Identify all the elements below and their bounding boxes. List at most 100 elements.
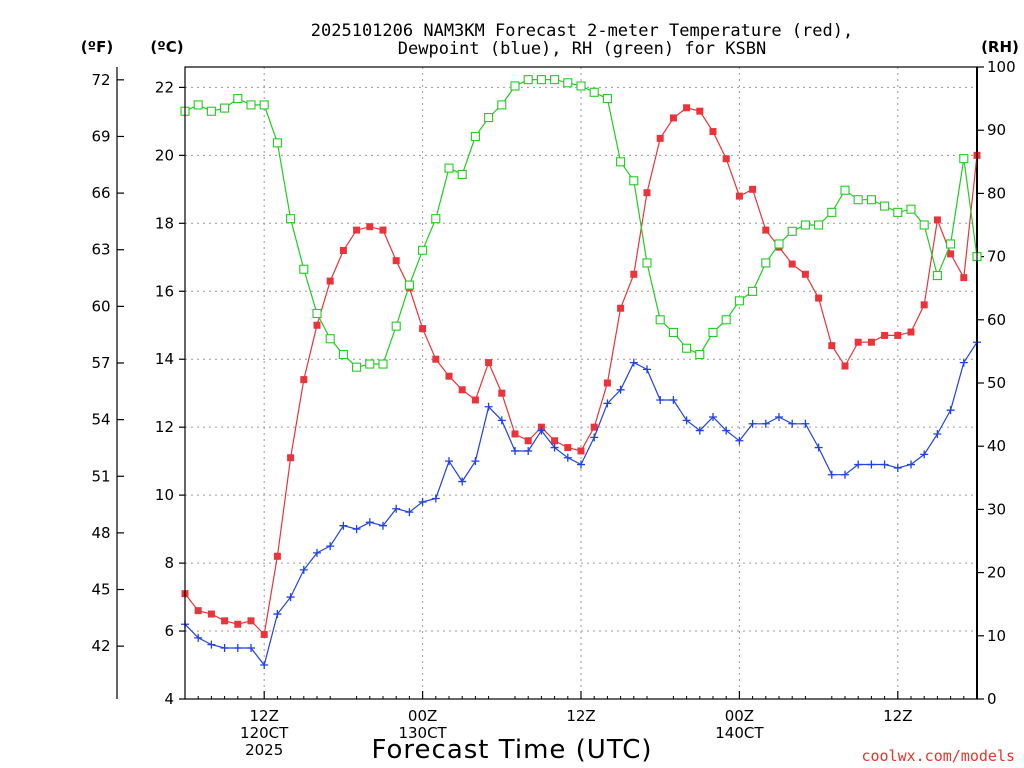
temperature-point <box>669 114 677 122</box>
temperature-point <box>762 226 770 234</box>
x-tick-label: 12Z <box>250 707 279 725</box>
rh-series <box>180 75 982 372</box>
dewpoint-point <box>326 542 335 551</box>
dewpoint-point <box>471 457 480 466</box>
dewpoint-point <box>286 593 295 602</box>
celsius-tick-label: 20 <box>155 146 174 164</box>
x-tick-label: 130CT <box>398 724 447 742</box>
data-series <box>180 75 982 670</box>
dewpoint-point <box>775 412 783 421</box>
temperature-point <box>854 338 862 346</box>
celsius-tick-label: 12 <box>155 418 174 436</box>
dewpoint-point <box>339 521 348 530</box>
fahrenheit-tick-label: 54 <box>91 411 110 429</box>
temperature-point <box>207 610 215 618</box>
fahrenheit-tick-label: 51 <box>91 467 110 485</box>
rh-tick-label: 70 <box>987 248 1006 266</box>
rh-point <box>523 75 533 85</box>
dewpoint-point <box>946 406 955 415</box>
dewpoint-point <box>577 460 585 469</box>
rh-point <box>761 258 771 268</box>
celsius-tick-label: 22 <box>155 78 174 96</box>
rh-point <box>840 185 850 195</box>
rh-point <box>787 226 797 236</box>
temperature-point <box>603 379 611 387</box>
temperature-point <box>564 444 572 452</box>
rh-point <box>457 169 467 179</box>
temperature-point <box>273 552 281 560</box>
dewpoint-point <box>590 433 599 442</box>
dewpoint-point <box>379 521 387 530</box>
dewpoint-point <box>207 640 216 649</box>
dewpoint-point <box>801 419 810 428</box>
rh-tick-label: 20 <box>987 564 1006 582</box>
temperature-point <box>445 372 453 380</box>
chart-title-line-2: Dewpoint (blue), RH (green) for KSBN <box>398 39 766 59</box>
rh-point <box>748 286 758 296</box>
dewpoint-point <box>260 661 269 670</box>
temperature-point <box>841 362 849 370</box>
rh-point <box>932 271 942 281</box>
dewpoint-point <box>669 395 678 404</box>
fahrenheit-tick-label: 60 <box>91 297 110 315</box>
temperature-point <box>881 331 889 339</box>
dewpoint-point <box>907 460 915 469</box>
rh-tick-label: 10 <box>987 627 1006 645</box>
rh-point <box>906 204 916 214</box>
dewpoint-point <box>247 644 255 653</box>
rh-point <box>589 87 599 97</box>
rh-point <box>959 154 969 164</box>
fahrenheit-tick-label: 63 <box>91 241 110 259</box>
dewpoint-point <box>761 419 770 428</box>
temperature-point <box>656 134 664 142</box>
dewpoint-point <box>299 565 308 574</box>
dewpoint-point <box>392 504 401 513</box>
dewpoint-point <box>629 358 638 367</box>
rh-point <box>629 176 639 186</box>
x-tick-label: 00Z <box>725 707 754 725</box>
rh-point <box>312 308 322 319</box>
fahrenheit-tick-label: 72 <box>91 71 110 89</box>
temperature-point <box>419 325 427 333</box>
rh-tick-label: 30 <box>987 500 1006 518</box>
temperature-point <box>458 386 466 394</box>
temperature-point <box>247 617 255 625</box>
chart-title: 2025101206 NAM3KM Forecast 2-meter Tempe… <box>311 21 853 59</box>
dewpoint-point <box>656 395 665 404</box>
x-tick-label: 12Z <box>883 707 912 725</box>
rh-tick-label: 40 <box>987 437 1006 455</box>
rh-point <box>510 81 520 91</box>
rh-point <box>880 201 890 211</box>
fahrenheit-tick-label: 45 <box>91 581 110 599</box>
rh-point <box>193 100 203 110</box>
celsius-tick-label: 8 <box>164 554 174 572</box>
rh-point <box>299 264 309 274</box>
dewpoint-point <box>497 416 506 425</box>
temperature-point <box>313 321 321 329</box>
celsius-tick-label: 10 <box>155 486 174 504</box>
rh-point <box>470 131 480 142</box>
rh-point <box>378 359 388 369</box>
celsius-tick-label: 4 <box>164 690 174 708</box>
rh-tick-label: 100 <box>987 58 1016 76</box>
dewpoint-point <box>220 644 229 653</box>
dewpoint-point <box>550 443 559 452</box>
temperature-point <box>696 107 704 115</box>
rh-point <box>418 245 428 255</box>
dewpoint-point <box>867 460 876 469</box>
dewpoint-point <box>445 457 453 466</box>
temperature-point <box>749 185 757 193</box>
rh-point <box>272 138 282 148</box>
temperature-point <box>643 189 651 197</box>
dewpoint-line <box>184 341 978 667</box>
dewpoint-point <box>959 358 968 367</box>
temperature-point <box>221 617 229 625</box>
rh-point <box>444 163 454 173</box>
temperature-point <box>722 155 730 163</box>
dewpoint-point <box>537 426 546 435</box>
temperature-point <box>471 396 479 404</box>
temperature-point <box>432 355 440 363</box>
rh-point <box>431 214 441 224</box>
